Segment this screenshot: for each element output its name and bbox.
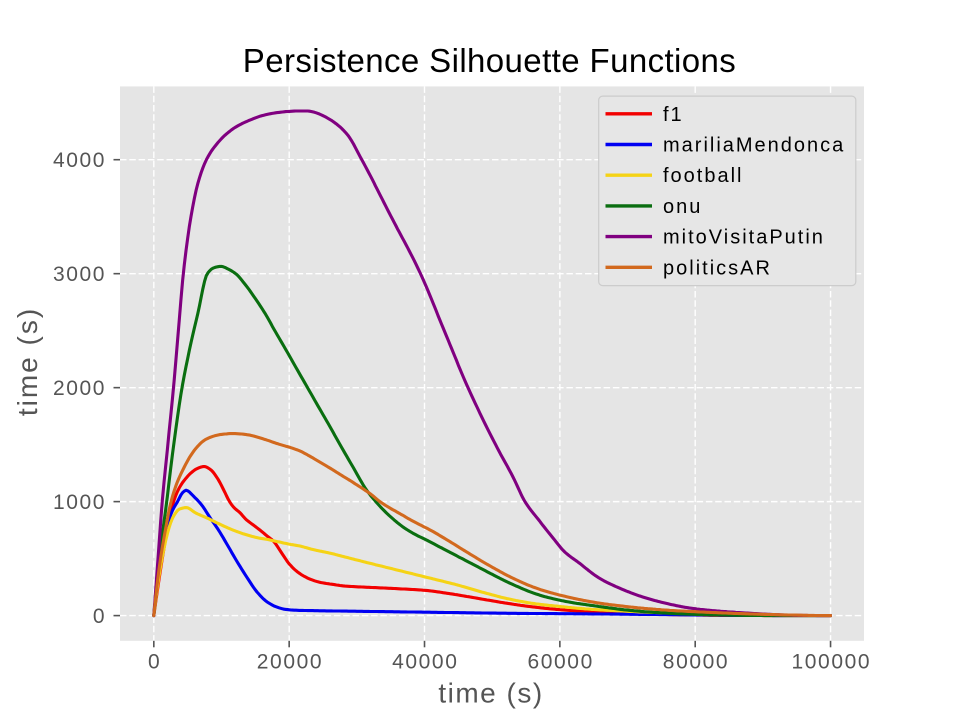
svg-text:mariliaMendonca: mariliaMendonca (663, 135, 845, 157)
svg-text:0: 0 (93, 605, 106, 628)
svg-text:onu: onu (663, 196, 702, 218)
svg-text:3000: 3000 (53, 263, 106, 286)
svg-text:Persistence Silhouette Functio: Persistence Silhouette Functions (243, 42, 736, 79)
svg-text:football: football (663, 165, 744, 187)
svg-text:0: 0 (148, 651, 161, 674)
svg-text:mitoVisitaPutin: mitoVisitaPutin (663, 227, 825, 249)
svg-text:f1: f1 (663, 104, 684, 126)
svg-text:politicsAR: politicsAR (663, 257, 772, 279)
svg-text:time (s): time (s) (438, 678, 543, 709)
svg-text:80000: 80000 (663, 651, 729, 674)
svg-text:1000: 1000 (53, 491, 106, 514)
svg-text:2000: 2000 (53, 377, 106, 400)
svg-text:60000: 60000 (527, 651, 593, 674)
svg-text:100000: 100000 (792, 651, 872, 674)
svg-text:4000: 4000 (53, 149, 106, 172)
svg-text:time (s): time (s) (12, 307, 43, 416)
svg-text:40000: 40000 (392, 651, 458, 674)
svg-text:20000: 20000 (257, 651, 323, 674)
